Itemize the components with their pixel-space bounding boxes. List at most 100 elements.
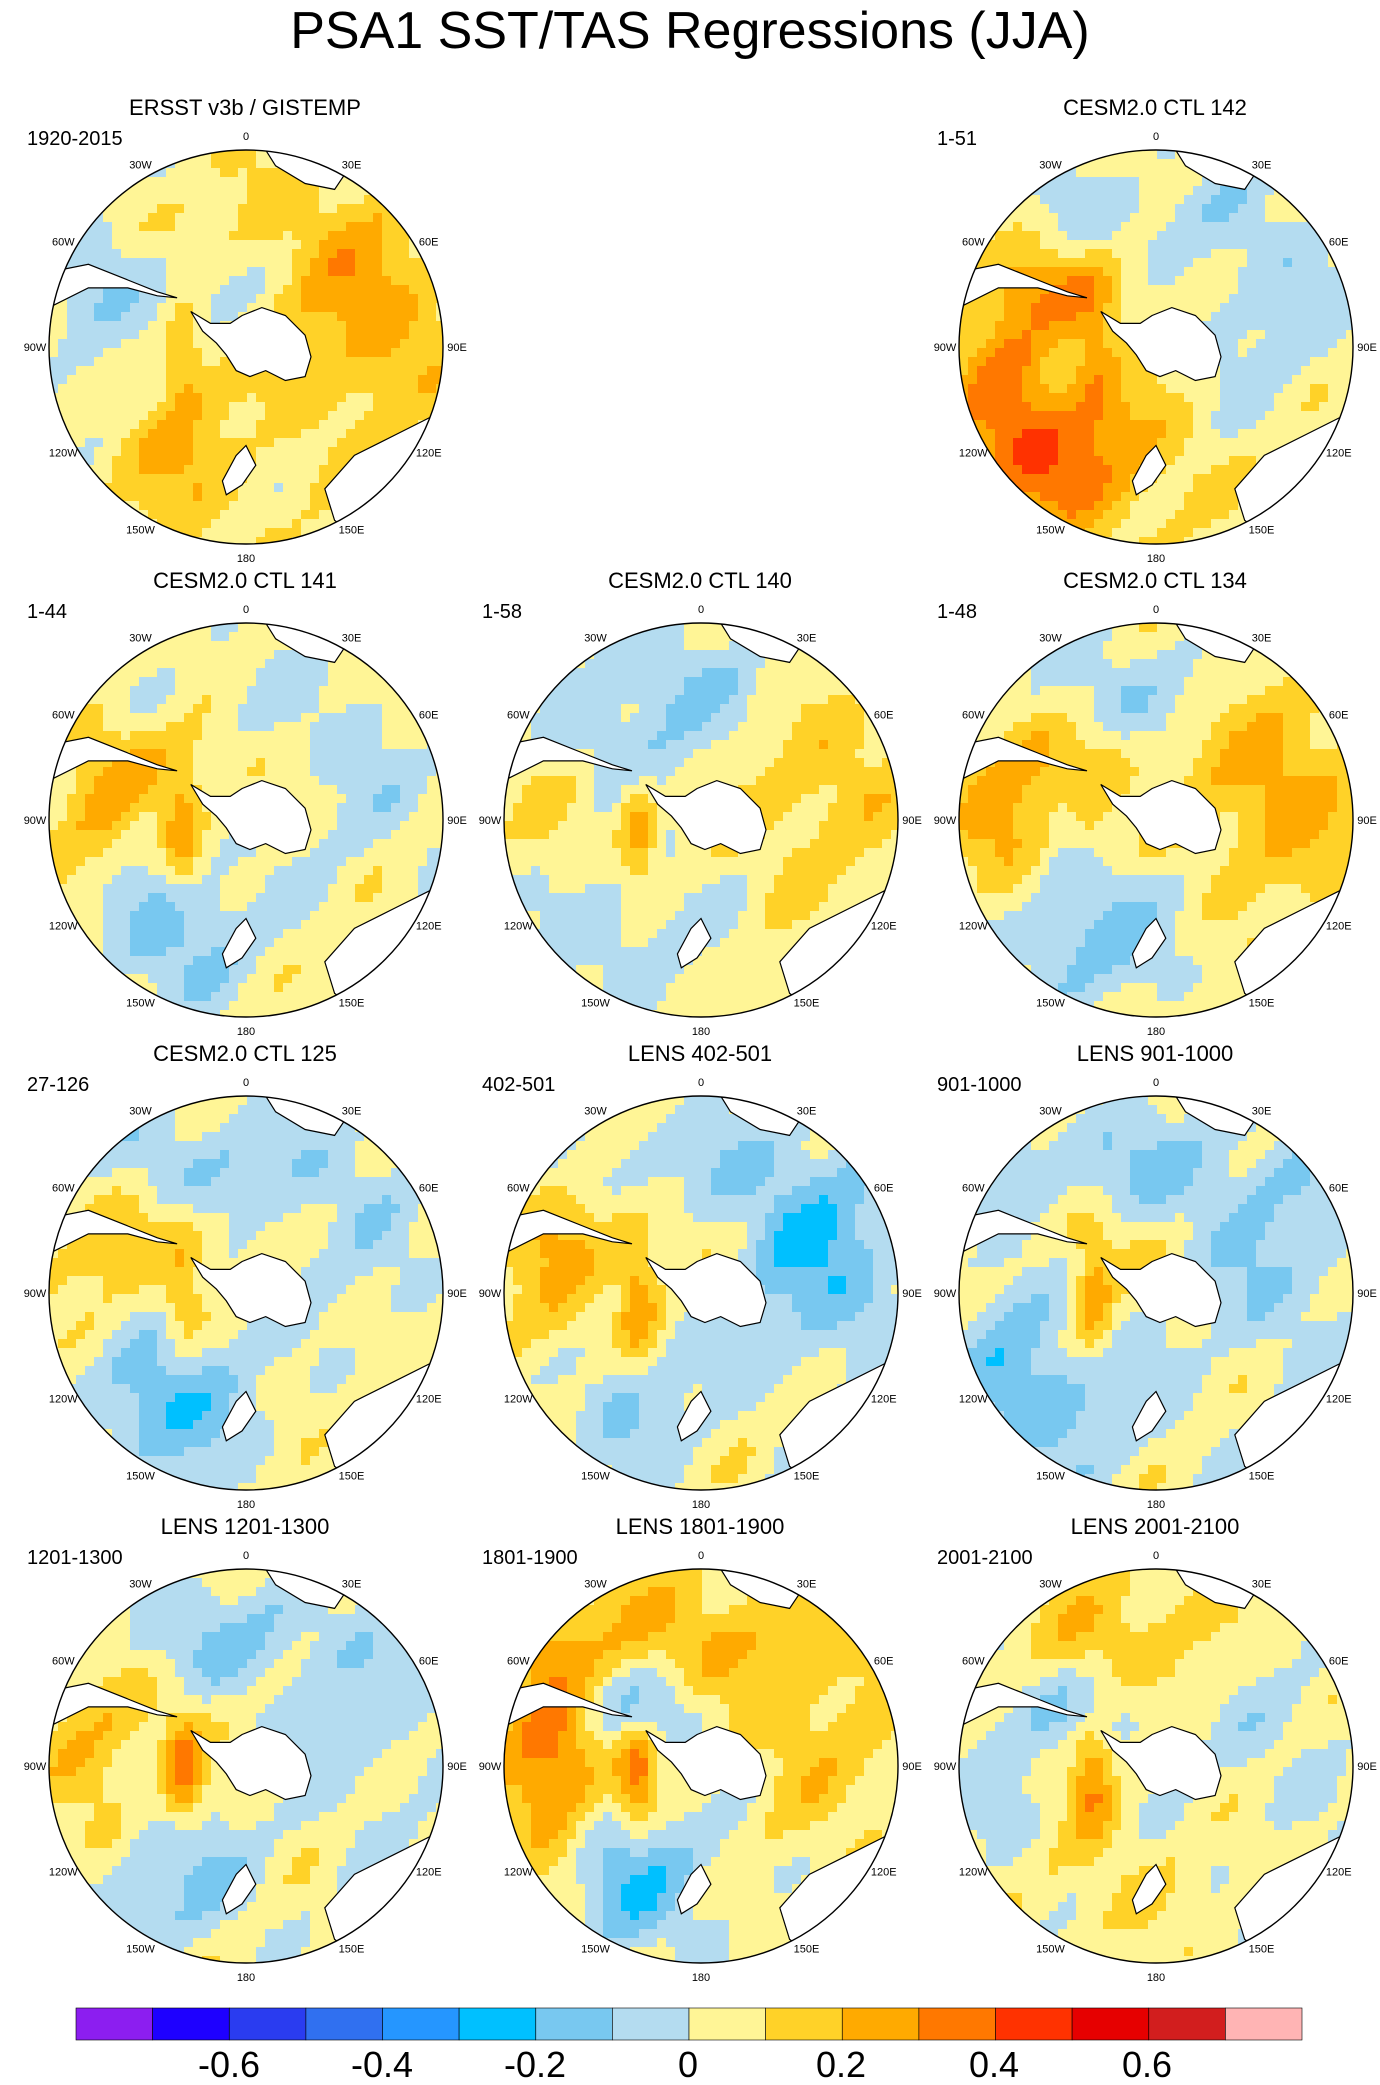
field-cell [238, 510, 248, 520]
field-cell [1229, 456, 1239, 466]
field-cell [1319, 330, 1329, 340]
field-cell [1112, 474, 1122, 484]
field-cell [103, 366, 113, 376]
field-cell [148, 920, 158, 930]
field-cell [274, 402, 284, 412]
field-cell [319, 938, 329, 948]
field-cell [139, 501, 149, 511]
field-cell [301, 929, 311, 939]
field-cell [229, 519, 239, 529]
field-cell [157, 510, 167, 520]
field-cell [1094, 159, 1104, 169]
field-cell [229, 713, 239, 723]
field-cell [310, 677, 320, 687]
field-cell [175, 186, 185, 196]
field-cell [373, 758, 383, 768]
field-cell [391, 767, 401, 777]
field-cell [328, 902, 338, 912]
field-cell [283, 866, 293, 876]
field-cell [247, 1001, 257, 1011]
field-cell [139, 330, 149, 340]
field-cell [1157, 276, 1167, 286]
field-cell [1337, 348, 1347, 358]
field-cell [274, 875, 284, 885]
field-cell [103, 465, 113, 475]
field-cell [220, 411, 230, 421]
field-cell [1211, 294, 1221, 304]
field-cell [184, 794, 194, 804]
field-cell [382, 285, 392, 295]
field-cell [400, 785, 410, 795]
field-cell [1175, 384, 1185, 394]
field-cell [977, 312, 987, 322]
field-cell [202, 938, 212, 948]
field-cell [1040, 222, 1050, 232]
field-cell [310, 420, 320, 430]
field-cell [418, 839, 428, 849]
field-cell [103, 375, 113, 385]
field-cell [67, 420, 77, 430]
field-cell [148, 339, 158, 349]
field-cell [310, 866, 320, 876]
field-cell [1283, 285, 1293, 295]
field-cell [1085, 330, 1095, 340]
lon-label: 90E [1357, 342, 1377, 354]
field-cell [364, 267, 374, 277]
field-cell [301, 447, 311, 457]
field-cell [373, 839, 383, 849]
field-cell [166, 848, 176, 858]
field-cell [1238, 204, 1248, 214]
field-cell [94, 330, 104, 340]
field-cell [355, 510, 365, 520]
field-cell [148, 668, 158, 678]
field-cell [193, 159, 203, 169]
field-cell [1085, 285, 1095, 295]
field-cell [49, 749, 59, 759]
field-cell [1157, 213, 1167, 223]
field-cell [58, 866, 68, 876]
field-cell [337, 222, 347, 232]
field-cell [364, 677, 374, 687]
field-cell [265, 893, 275, 903]
field-cell [1274, 366, 1284, 376]
field-cell [409, 312, 419, 322]
field-cell [382, 821, 392, 831]
field-cell [220, 276, 230, 286]
field-cell [139, 267, 149, 277]
field-cell [94, 420, 104, 430]
field-cell [319, 794, 329, 804]
field-cell [328, 839, 338, 849]
field-cell [1265, 510, 1275, 520]
field-cell [346, 438, 356, 448]
field-cell [1310, 402, 1320, 412]
field-cell [364, 749, 374, 759]
field-cell [319, 312, 329, 322]
field-cell [1247, 447, 1257, 457]
field-cell [148, 911, 158, 921]
field-cell [283, 420, 293, 430]
field-cell [1157, 501, 1167, 511]
field-cell [1175, 249, 1185, 259]
field-cell [67, 384, 77, 394]
field-cell [1013, 402, 1023, 412]
field-cell [1157, 204, 1167, 214]
field-cell [346, 830, 356, 840]
field-cell [139, 839, 149, 849]
field-cell [211, 222, 221, 232]
field-cell [247, 501, 257, 511]
field-cell [184, 830, 194, 840]
field-cell [211, 195, 221, 205]
field-cell [274, 866, 284, 876]
field-cell [1148, 249, 1158, 259]
field-cell [400, 294, 410, 304]
field-cell [355, 393, 365, 403]
field-cell [1265, 213, 1275, 223]
field-cell [175, 677, 185, 687]
field-cell [1148, 501, 1158, 511]
field-cell [400, 767, 410, 777]
field-cell [292, 474, 302, 484]
field-cell [1148, 375, 1158, 385]
field-cell [1004, 294, 1014, 304]
field-cell [274, 213, 284, 223]
field-cell [1301, 339, 1311, 349]
